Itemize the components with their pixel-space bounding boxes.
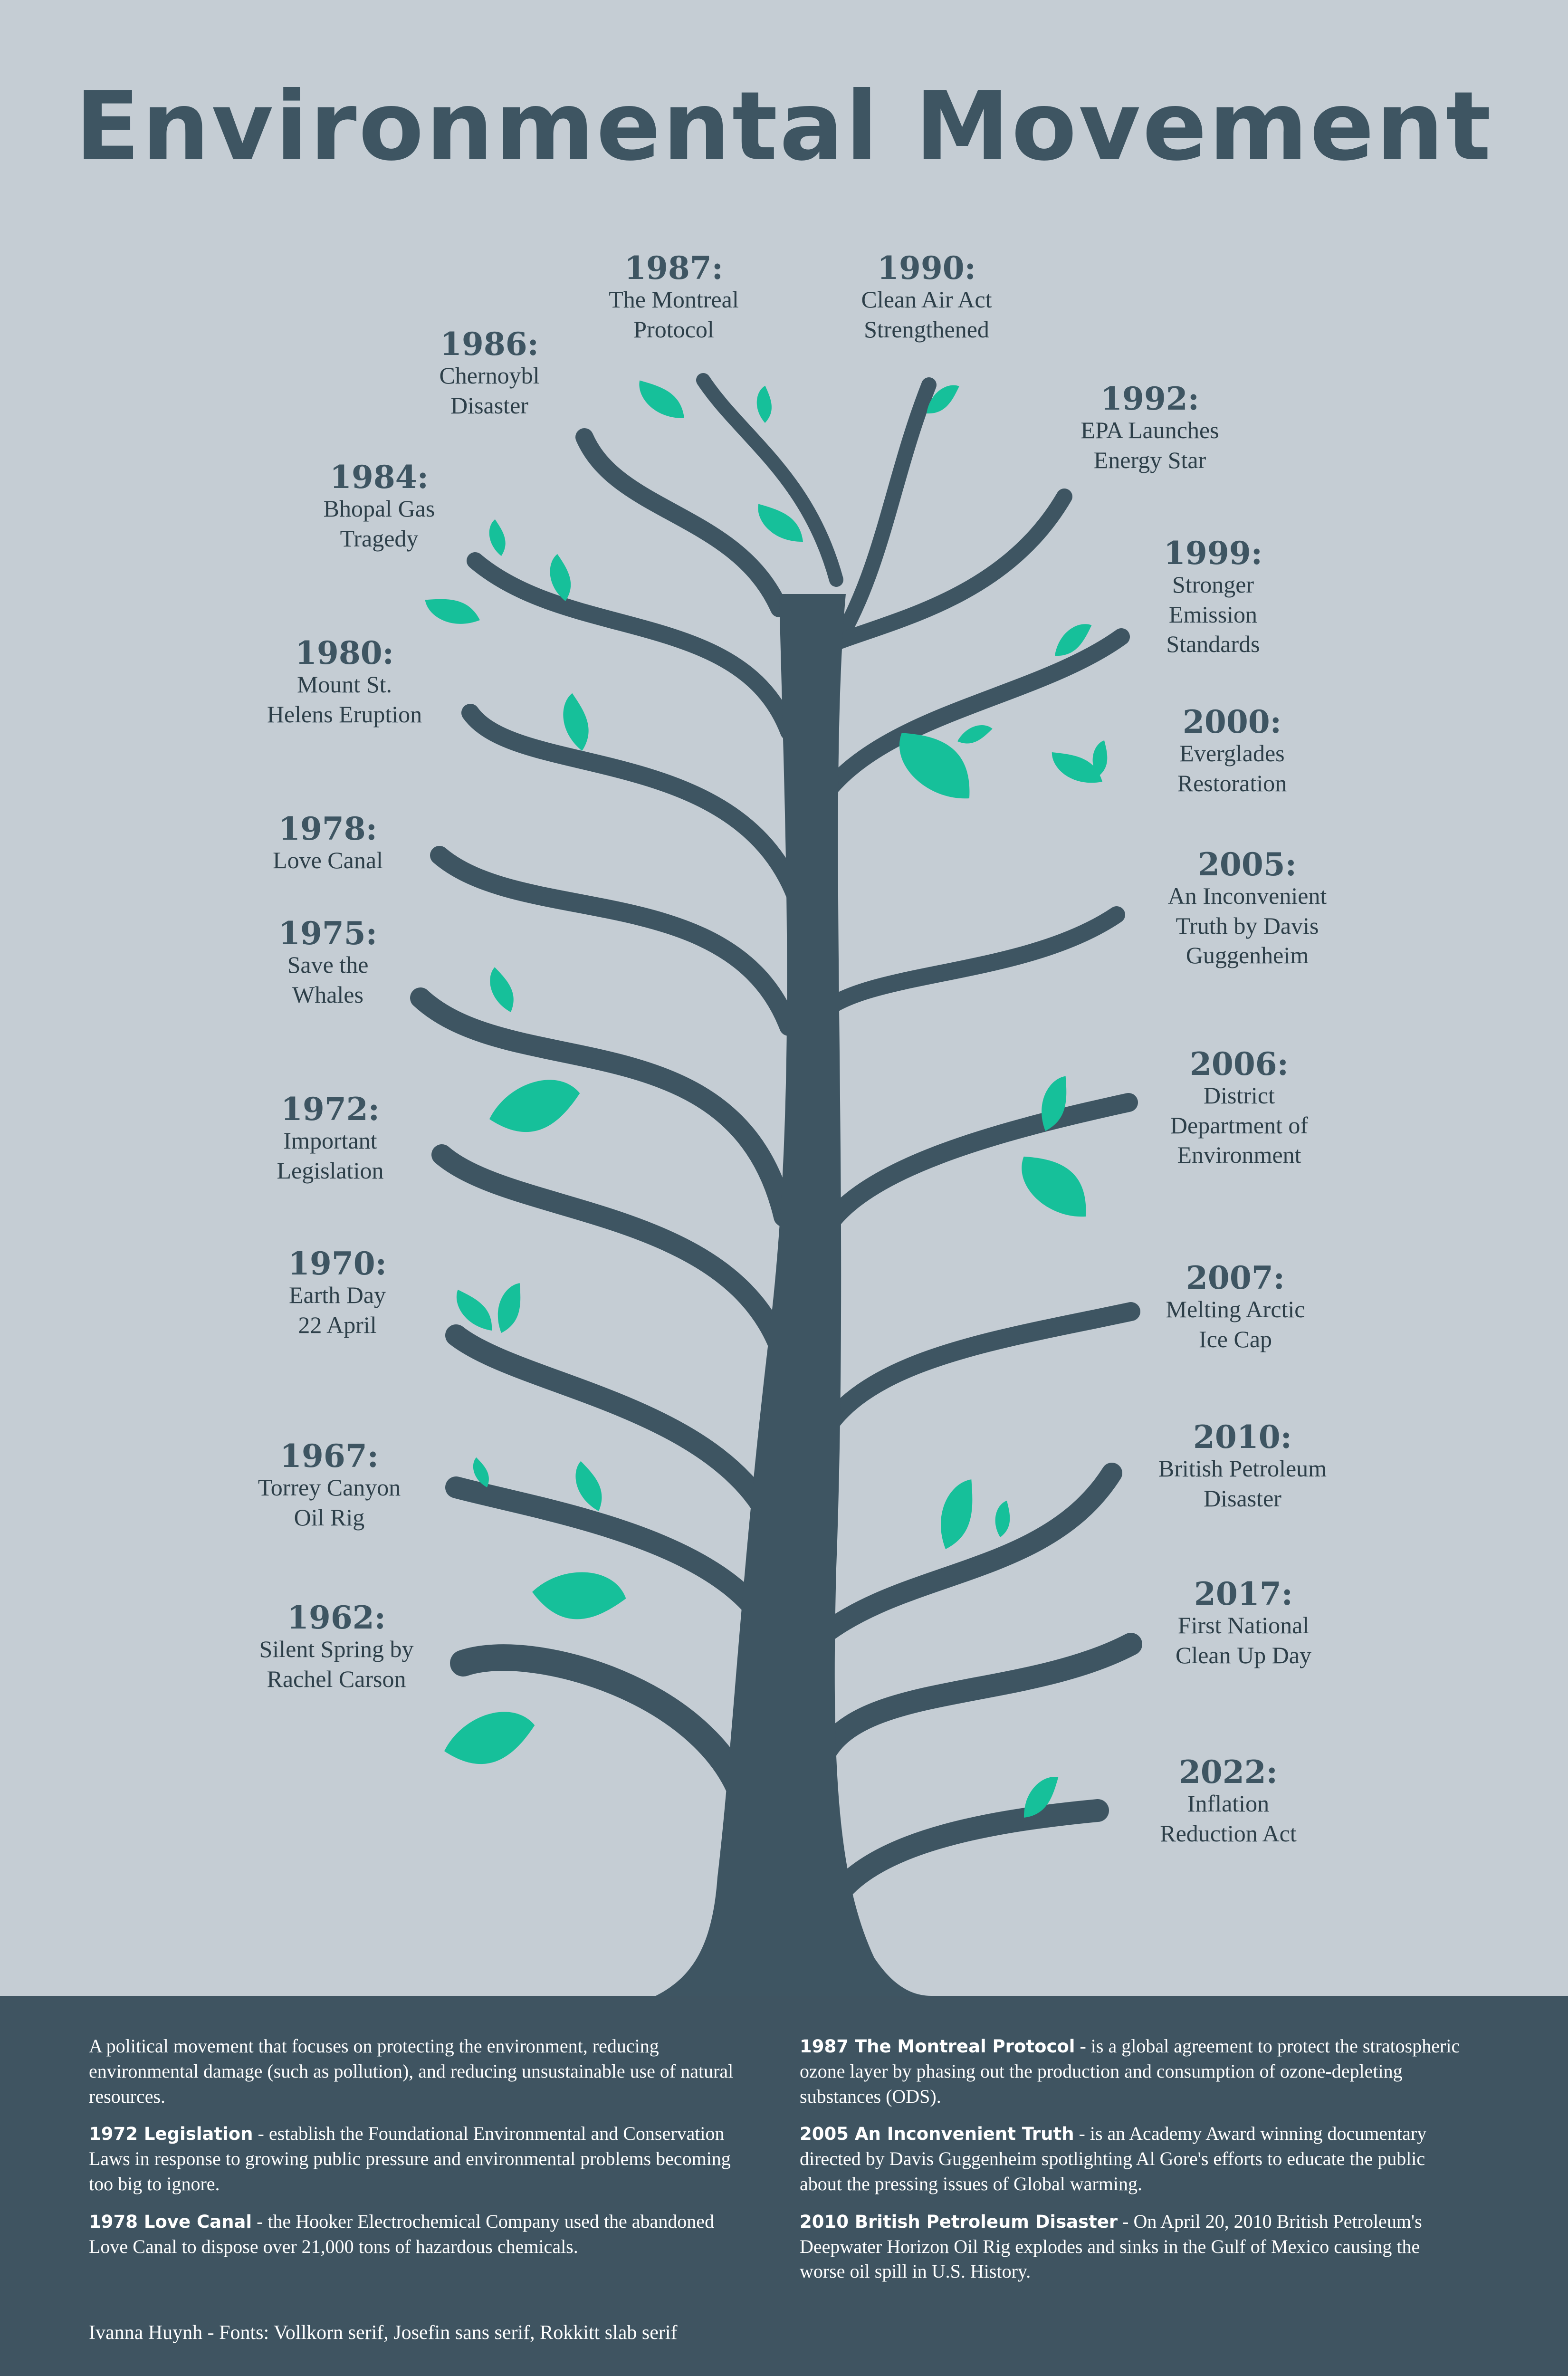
event-1975: 1975: Save the Whales [278, 915, 378, 1008]
leaf-18 [456, 1289, 492, 1331]
page-title: Environmental Movement [75, 71, 1493, 182]
note-1978: 1978 Love Canal - the Hooker Electrochem… [89, 2210, 715, 2257]
leaf-12 [1052, 752, 1102, 783]
branch-1990 [833, 377, 937, 644]
branch-1967 [445, 1476, 785, 1650]
note-1972: 1972 Legislation - establish the Foundat… [89, 2123, 731, 2194]
event-1967: 1967: Torrey Canyon Oil Rig [258, 1437, 401, 1531]
leaf-4 [758, 504, 803, 542]
event-1978: 1978: Love Canal [273, 810, 383, 874]
leaf-13 [1092, 740, 1108, 777]
branch-1987 [696, 373, 843, 587]
event-1980: 1980: Mount St. Helens Eruption [267, 634, 422, 728]
branch-1975 [410, 987, 794, 1227]
event-1962: 1962: Silent Spring by Rachel Carson [259, 1599, 414, 1692]
leaf-7 [425, 599, 480, 624]
event-2005: 2005: An Inconvenient Truth by Davis Gug… [1167, 846, 1327, 969]
event-1970: 1970: Earth Day 22 April [287, 1245, 387, 1338]
event-2022: 2022: Inflation Reduction Act [1160, 1753, 1297, 1847]
leaf-9 [563, 693, 589, 751]
leaf-6 [550, 554, 571, 601]
leaf-21 [575, 1461, 602, 1511]
leaf-3 [927, 385, 959, 414]
note-2005: 2005 An Inconvenient Truth - is an Acade… [800, 2123, 1427, 2194]
branch-2005 [809, 906, 1125, 1025]
leaf-15 [489, 1080, 580, 1132]
leaf-5 [489, 519, 506, 556]
branch-2006 [813, 1093, 1138, 1245]
event-2007: 2007: Melting Arctic Ice Cap [1166, 1259, 1305, 1352]
branch-1999 [813, 628, 1130, 807]
leaf-23 [941, 1479, 973, 1549]
leaf-25 [444, 1712, 535, 1764]
branch-1978 [430, 846, 798, 1036]
event-1987: 1987: The Montreal Protocol [609, 249, 739, 343]
leaves [425, 380, 1108, 1818]
branch-1970 [445, 1324, 790, 1551]
note-2010: 2010 British Petroleum Disaster - On Apr… [800, 2210, 1422, 2282]
branch-1980 [461, 704, 807, 912]
footer-right-column: 1987 The Montreal Protocol - is a global… [800, 2034, 1460, 2297]
branch-2010 [807, 1463, 1122, 1650]
branch-1986 [575, 428, 788, 617]
branch-1962 [450, 1644, 759, 1819]
event-1986: 1986: Chernoybl Disaster [439, 326, 540, 419]
footer-left-column: A political movement that focuses on pro… [89, 2034, 749, 2271]
intro-text: A political movement that focuses on pro… [89, 2035, 734, 2107]
event-1999: 1999: Stronger Emission Standards [1163, 535, 1263, 658]
leaf-19 [497, 1283, 521, 1333]
event-2000: 2000: Everglades Restoration [1177, 703, 1287, 796]
branch-2022 [825, 1799, 1109, 1907]
leaf-17 [1022, 1156, 1086, 1217]
branch-1984 [467, 552, 797, 740]
leaf-2 [639, 380, 684, 419]
leaf-24 [995, 1501, 1010, 1537]
event-1984: 1984: Bhopal Gas Tragedy [323, 459, 435, 552]
branch-1972 [431, 1144, 794, 1370]
leaf-1 [756, 385, 772, 423]
branch-2017 [811, 1633, 1142, 1770]
leaf-26 [1023, 1776, 1059, 1818]
leaf-8 [1055, 624, 1092, 656]
note-1987: 1987 The Montreal Protocol - is a global… [800, 2035, 1460, 2107]
leaf-14 [490, 967, 514, 1012]
leaf-11 [957, 725, 993, 744]
tree-illustration [410, 373, 1142, 1996]
leaf-10 [899, 733, 970, 799]
credit-line: Ivanna Huynh - Fonts: Vollkorn serif, Jo… [89, 2322, 678, 2344]
branch-1992 [831, 489, 1072, 650]
event-1992: 1992: EPA Launches Energy Star [1080, 380, 1219, 473]
leaf-16 [1042, 1076, 1067, 1131]
event-2017: 2017: First National Clean Up Day [1175, 1575, 1312, 1668]
branch-2007 [808, 1302, 1140, 1454]
event-2010: 2010: British Petroleum Disaster [1158, 1418, 1327, 1512]
leaf-22 [532, 1572, 626, 1619]
footer-panel: A political movement that focuses on pro… [0, 1996, 1568, 2376]
tree-trunk [656, 594, 931, 1996]
event-1972: 1972: Important Legislation [277, 1091, 384, 1184]
event-1990: 1990: Clean Air Act Strengthened [861, 249, 992, 343]
event-2006: 2006: District Department of Environment [1170, 1045, 1309, 1169]
leaf-20 [473, 1457, 489, 1487]
